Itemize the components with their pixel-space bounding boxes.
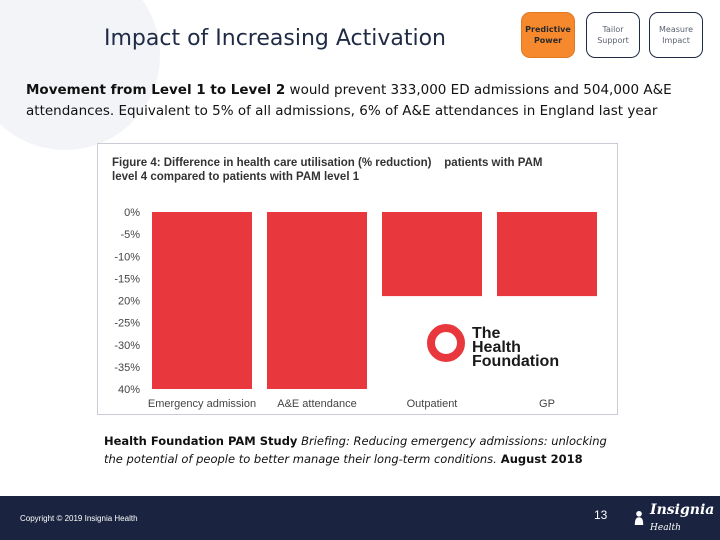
bar-chart: Figure 4: Difference in health care util… xyxy=(112,157,597,410)
health-foundation-logo-text-1: The xyxy=(472,325,501,342)
nav-tailor-support[interactable]: Tailor Support xyxy=(586,12,640,58)
y-tick-label: 0% xyxy=(124,207,140,219)
insignia-logo-sub: Health xyxy=(650,523,681,533)
nav-measure-impact[interactable]: Measure Impact xyxy=(649,12,703,58)
x-axis-labels: Emergency admission A&E attendance Outpati… xyxy=(148,398,555,410)
insignia-logo: Insignia Health xyxy=(632,502,720,534)
copyright-text: Copyright © 2019 Insignia Health xyxy=(20,514,138,523)
bar xyxy=(267,212,367,389)
insignia-logo-name: Insignia xyxy=(650,502,715,518)
bar xyxy=(152,212,252,389)
bars-group xyxy=(152,212,597,389)
caption-date: August 2018 xyxy=(496,452,583,466)
x-tick-label: Outpatient xyxy=(407,398,458,410)
y-tick-label: -30% xyxy=(114,340,140,352)
y-axis-ticks: 0% -5% -10% -15% 20% -25% -30% -35% 40% xyxy=(114,207,140,396)
x-tick-label: Emergency admission xyxy=(148,398,256,410)
x-tick-label: GP xyxy=(539,398,555,410)
health-foundation-logo: The Health Foundation xyxy=(427,324,559,370)
body-rest: would prevent 333,000 ED admissions and … xyxy=(26,82,672,119)
chart-figure: Figure 4: Difference in health care util… xyxy=(97,143,618,415)
page-number: 13 xyxy=(594,508,608,522)
y-tick-label: 40% xyxy=(118,384,140,396)
chart-title-line2: level 4 compared to patients with PAM le… xyxy=(112,171,360,183)
nav-predictive-power[interactable]: Predictive Power xyxy=(521,12,575,58)
health-foundation-logo-text-2: Health xyxy=(472,339,521,356)
insignia-logo-text: Insignia Health xyxy=(650,502,720,534)
slide-title: Impact of Increasing Activation xyxy=(104,26,446,51)
slide-body-text: Movement from Level 1 to Level 2 would p… xyxy=(26,80,706,122)
health-foundation-logo-text-3: Foundation xyxy=(472,353,559,370)
insignia-logo-icon xyxy=(634,510,644,526)
caption-title: Briefing: Reducing emergency admissions:… xyxy=(104,434,607,466)
y-tick-label: 20% xyxy=(118,296,140,308)
y-tick-label: -35% xyxy=(114,362,140,374)
x-tick-label: A&E attendance xyxy=(277,398,357,410)
y-tick-label: -5% xyxy=(120,229,140,241)
figure-caption: Health Foundation PAM Study Briefing: Re… xyxy=(104,432,624,468)
background-watermark xyxy=(0,0,160,150)
y-tick-label: -15% xyxy=(114,273,140,285)
footer-bar: Copyright © 2019 Insignia Health 13 Insi… xyxy=(0,496,720,540)
health-foundation-logo-mark xyxy=(427,324,465,362)
chart-title-line1: Figure 4: Difference in health care util… xyxy=(112,157,542,169)
y-tick-label: -10% xyxy=(114,251,140,263)
caption-source: Health Foundation PAM Study xyxy=(104,434,298,448)
bar xyxy=(497,212,597,297)
y-tick-label: -25% xyxy=(114,318,140,330)
body-highlight: Movement from Level 1 to Level 2 xyxy=(26,82,286,98)
bar xyxy=(382,212,482,297)
